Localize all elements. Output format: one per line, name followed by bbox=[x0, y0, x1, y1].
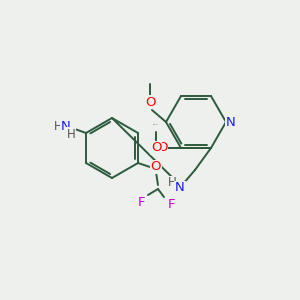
Text: H: H bbox=[168, 176, 176, 190]
Text: N: N bbox=[175, 182, 185, 194]
Text: F: F bbox=[168, 199, 176, 212]
Text: methoxy: methoxy bbox=[153, 123, 159, 124]
Text: O: O bbox=[157, 142, 167, 154]
Text: O: O bbox=[151, 160, 161, 173]
Text: N: N bbox=[226, 116, 236, 128]
Text: H: H bbox=[67, 128, 75, 140]
Text: H: H bbox=[54, 119, 62, 133]
Text: O: O bbox=[145, 95, 155, 109]
Text: F: F bbox=[138, 196, 146, 209]
Text: O: O bbox=[151, 142, 161, 154]
Text: N: N bbox=[61, 119, 71, 133]
